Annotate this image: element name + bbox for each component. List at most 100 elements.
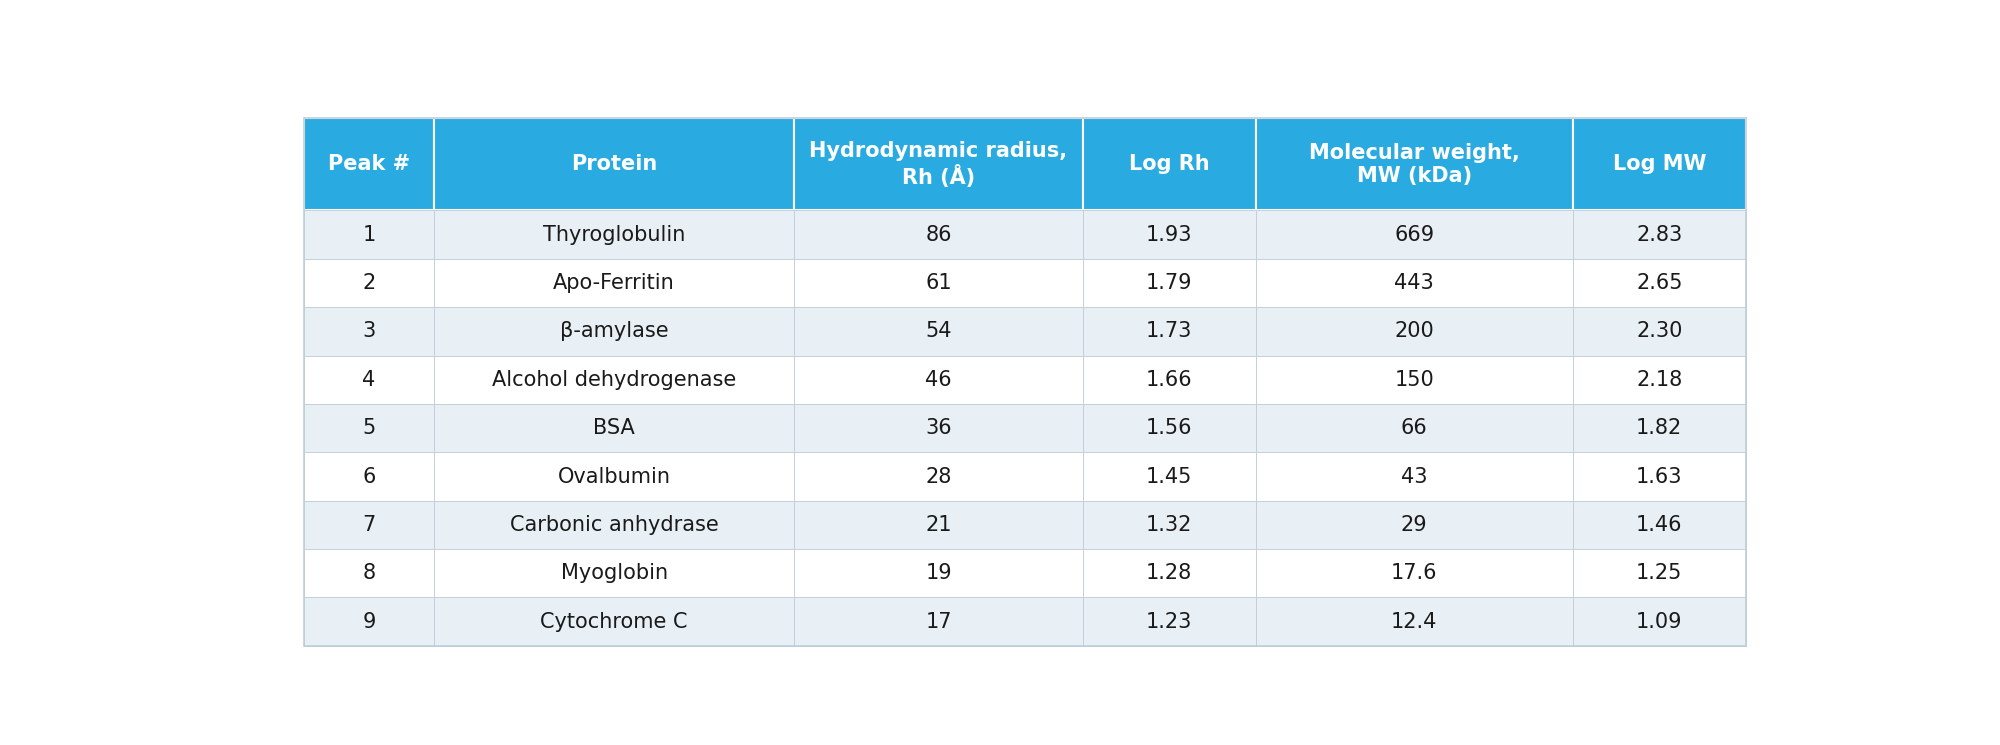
Text: 8: 8: [362, 563, 376, 583]
Bar: [794, 452, 1082, 501]
Bar: [304, 307, 434, 355]
Bar: [434, 501, 794, 549]
Text: 1: 1: [362, 225, 376, 244]
Bar: [794, 259, 1082, 307]
Text: 12.4: 12.4: [1392, 612, 1438, 632]
Text: 61: 61: [926, 273, 952, 293]
Text: 1.25: 1.25: [1636, 563, 1682, 583]
Text: 1.73: 1.73: [1146, 321, 1192, 341]
Text: 7: 7: [362, 515, 376, 535]
Bar: [1572, 501, 1746, 549]
Text: 3: 3: [362, 321, 376, 341]
Text: 1.23: 1.23: [1146, 612, 1192, 632]
Text: 29: 29: [1400, 515, 1428, 535]
Bar: [304, 549, 434, 597]
Bar: [434, 118, 794, 210]
Text: 9: 9: [362, 612, 376, 632]
Bar: [434, 259, 794, 307]
Text: 17.6: 17.6: [1390, 563, 1438, 583]
Text: Protein: Protein: [572, 154, 658, 174]
Bar: [1256, 210, 1572, 259]
Text: 150: 150: [1394, 370, 1434, 390]
Bar: [1082, 118, 1256, 210]
Text: 1.82: 1.82: [1636, 418, 1682, 438]
Bar: [304, 452, 434, 501]
Bar: [1572, 118, 1746, 210]
Text: 443: 443: [1394, 273, 1434, 293]
Text: Myoglobin: Myoglobin: [560, 563, 668, 583]
Text: 6: 6: [362, 466, 376, 486]
Text: 5: 5: [362, 418, 376, 438]
Text: 1.66: 1.66: [1146, 370, 1192, 390]
Text: 1.32: 1.32: [1146, 515, 1192, 535]
Text: 2.18: 2.18: [1636, 370, 1682, 390]
Bar: [1256, 597, 1572, 646]
Text: Hydrodynamic radius,
Rh (Å): Hydrodynamic radius, Rh (Å): [810, 141, 1068, 188]
Bar: [1082, 597, 1256, 646]
Bar: [794, 404, 1082, 452]
Text: 2: 2: [362, 273, 376, 293]
Bar: [1572, 210, 1746, 259]
Bar: [1256, 501, 1572, 549]
Bar: [434, 404, 794, 452]
Text: 66: 66: [1400, 418, 1428, 438]
Text: Thyroglobulin: Thyroglobulin: [542, 225, 686, 244]
Bar: [1256, 404, 1572, 452]
Bar: [794, 307, 1082, 355]
Text: 2.83: 2.83: [1636, 225, 1682, 244]
Text: 19: 19: [926, 563, 952, 583]
Text: Cytochrome C: Cytochrome C: [540, 612, 688, 632]
Text: 1.93: 1.93: [1146, 225, 1192, 244]
Bar: [304, 259, 434, 307]
Bar: [434, 355, 794, 404]
Bar: [434, 597, 794, 646]
Bar: [304, 597, 434, 646]
Bar: [794, 355, 1082, 404]
Text: Carbonic anhydrase: Carbonic anhydrase: [510, 515, 718, 535]
Text: Log Rh: Log Rh: [1128, 154, 1210, 174]
Bar: [1082, 501, 1256, 549]
Text: 1.79: 1.79: [1146, 273, 1192, 293]
Bar: [304, 355, 434, 404]
Text: 1.56: 1.56: [1146, 418, 1192, 438]
Bar: [1256, 452, 1572, 501]
Bar: [794, 597, 1082, 646]
Text: 1.46: 1.46: [1636, 515, 1682, 535]
Text: BSA: BSA: [594, 418, 636, 438]
Text: Ovalbumin: Ovalbumin: [558, 466, 670, 486]
Text: 1.63: 1.63: [1636, 466, 1682, 486]
Bar: [1082, 259, 1256, 307]
Text: 2.30: 2.30: [1636, 321, 1682, 341]
Bar: [1082, 307, 1256, 355]
Bar: [1572, 404, 1746, 452]
Text: Log MW: Log MW: [1612, 154, 1706, 174]
Text: 36: 36: [926, 418, 952, 438]
Text: 669: 669: [1394, 225, 1434, 244]
Bar: [304, 404, 434, 452]
Text: Alcohol dehydrogenase: Alcohol dehydrogenase: [492, 370, 736, 390]
Bar: [1082, 210, 1256, 259]
Text: 1.28: 1.28: [1146, 563, 1192, 583]
Text: Apo-Ferritin: Apo-Ferritin: [554, 273, 676, 293]
Text: 46: 46: [926, 370, 952, 390]
Text: 28: 28: [926, 466, 952, 486]
Bar: [794, 549, 1082, 597]
Bar: [1572, 549, 1746, 597]
Text: 200: 200: [1394, 321, 1434, 341]
Bar: [1256, 259, 1572, 307]
Text: 86: 86: [926, 225, 952, 244]
Bar: [1082, 452, 1256, 501]
Bar: [1572, 597, 1746, 646]
Text: 21: 21: [926, 515, 952, 535]
Bar: [794, 118, 1082, 210]
Bar: [1572, 355, 1746, 404]
Text: 2.65: 2.65: [1636, 273, 1682, 293]
Text: 17: 17: [926, 612, 952, 632]
Bar: [434, 210, 794, 259]
Bar: [304, 210, 434, 259]
Text: 4: 4: [362, 370, 376, 390]
Bar: [1256, 549, 1572, 597]
Bar: [1572, 307, 1746, 355]
Text: 54: 54: [926, 321, 952, 341]
Bar: [1256, 355, 1572, 404]
